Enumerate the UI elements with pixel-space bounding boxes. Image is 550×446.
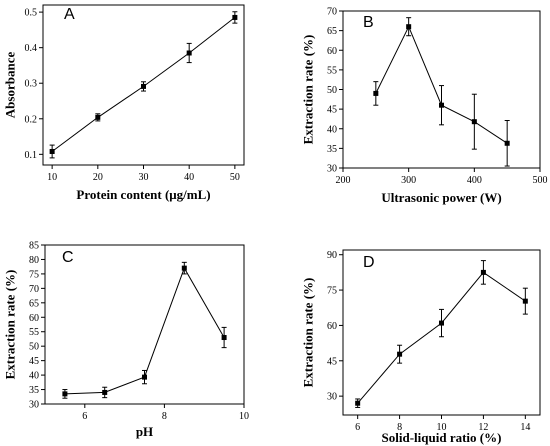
panel-d-data-point	[355, 400, 361, 406]
panel-c-x-tick-label: 6	[82, 411, 87, 422]
panel-a-data-point	[49, 148, 55, 154]
panel-c-x-axis-title: pH	[136, 424, 153, 439]
panel-a-x-tick-label: 40	[184, 172, 194, 183]
panel-d-x-tick-label: 14	[520, 422, 530, 433]
panel-b-y-tick-label: 65	[327, 26, 337, 37]
panel-c-data-point	[142, 374, 147, 380]
panel-a-y-axis-title: Absorbance	[3, 52, 18, 119]
panel-b-y-tick-label: 40	[327, 124, 337, 135]
panel-c-y-tick-label: 60	[29, 313, 39, 324]
panel-c-y-tick-label: 65	[29, 298, 39, 309]
panel-c-y-tick-label: 85	[29, 241, 39, 252]
panel-d-data-point	[522, 298, 528, 304]
panel-c-data-point	[181, 265, 187, 271]
panel-b-x-tick-label: 300	[401, 175, 416, 186]
panel-a-data-point	[141, 83, 146, 89]
panel-b-x-tick-label: 200	[336, 175, 351, 186]
panel-a-x-axis-title: Protein content (μg/mL)	[76, 187, 210, 202]
panel-a-x-tick-label: 30	[139, 172, 149, 183]
panel-d-x-tick-label: 8	[397, 422, 402, 433]
panel-d-y-tick-label: 30	[327, 392, 337, 403]
panel-a-y-tick-label: 0.1	[25, 150, 38, 161]
panel-c-y-tick-label: 70	[29, 284, 39, 295]
panel-c-letter: C	[62, 249, 74, 266]
panel-b-y-tick-label: 55	[327, 65, 337, 76]
panel-d-data-point	[439, 320, 444, 326]
panel-c-y-tick-label: 75	[29, 269, 39, 280]
panel-c-data-point	[102, 389, 108, 395]
panel-a-y-tick-label: 0.3	[25, 79, 38, 90]
panel-b-letter: B	[363, 14, 374, 31]
panel-c: 6 8 10 30 35 40 45 50 55 60 65 70 75 80 85 pH Extraction…	[3, 241, 249, 440]
panel-a-y-tick-label: 0.2	[25, 114, 38, 125]
panel-b-data-point	[406, 24, 412, 30]
panel-b-x-tick-label: 400	[467, 175, 482, 186]
panel-d-y-tick-label: 75	[327, 286, 337, 297]
panel-b-data-point	[504, 140, 510, 146]
panel-b-y-tick-label: 45	[327, 105, 337, 116]
panel-b-y-tick-label: 30	[327, 164, 337, 175]
panel-a-x-tick-label: 50	[230, 172, 240, 183]
panel-a-data-point	[95, 114, 101, 120]
panel-b-y-tick-label: 70	[327, 7, 337, 18]
panel-b-y-axis-title: Extraction rate (%)	[301, 35, 316, 145]
panel-a-x-tick-label: 20	[93, 172, 103, 183]
panel-c-data-point	[62, 391, 68, 397]
panel-d-data-point	[480, 269, 486, 275]
panel-a-x-tick-label: 10	[47, 172, 57, 183]
panel-d-letter: D	[363, 254, 375, 271]
panel-c-data-point	[221, 335, 227, 341]
panel-c-y-axis-title: Extraction rate (%)	[3, 270, 18, 380]
panel-b-y-tick-label: 60	[327, 46, 337, 57]
panel-b-y-tick-label: 35	[327, 144, 337, 155]
panel-b-data-point	[373, 90, 379, 96]
panel-b-y-tick-label: 50	[327, 85, 337, 96]
panel-c-y-tick-label: 45	[29, 356, 39, 367]
panel-c-y-tick-label: 55	[29, 327, 39, 338]
panel-d-series-line	[357, 271, 526, 404]
panel-b-data-point	[471, 119, 477, 125]
panel-b-x-tick-label: 500	[533, 175, 548, 186]
panel-a: 10 20 30 40 50 0.1 0.2 0.3 0.4 0.5 Protein content…	[3, 4, 245, 202]
panel-d-data-point	[397, 351, 403, 357]
panel-a-data-point	[232, 14, 238, 20]
panel-a-letter: A	[64, 6, 75, 23]
panel-b-series-line	[375, 25, 508, 144]
panel-b-x-axis-title: Ultrasonic power (W)	[381, 190, 501, 205]
panel-c-y-tick-label: 30	[29, 400, 39, 411]
panel-a-data-point	[186, 50, 192, 56]
panel-d-x-axis-title: Solid-liquid ratio (%)	[382, 430, 502, 445]
panel-c-y-tick-label: 35	[29, 385, 39, 396]
panel-d-y-tick-label: 60	[327, 321, 337, 332]
panel-d-y-axis-title: Extraction rate (%)	[301, 278, 316, 388]
panel-d-y-tick-label: 45	[327, 356, 337, 367]
panel-d-x-tick-label: 12	[478, 422, 488, 433]
panel-c-x-tick-label: 8	[162, 411, 167, 422]
panel-d-y-tick-label: 90	[327, 250, 337, 261]
panel-a-y-tick-label: 0.5	[25, 8, 38, 19]
panel-c-x-tick-label: 10	[239, 411, 249, 422]
panel-c-plot-frame	[44, 244, 245, 405]
panel-c-y-tick-label: 50	[29, 342, 39, 353]
panel-d-x-tick-label: 10	[437, 422, 447, 433]
panel-c-y-tick-label: 40	[29, 371, 39, 382]
panel-b-data-point	[439, 102, 444, 108]
panel-d-x-tick-label: 6	[355, 422, 360, 433]
panel-d: 6 8 10 12 14 30 45 60 75 90 Solid-liquid ratio (%)…	[301, 249, 541, 445]
panel-a-y-tick-label: 0.4	[25, 43, 38, 54]
panel-c-y-tick-label: 80	[29, 255, 39, 266]
panel-b: 200 300 400 500 30 35 40 45 50 55 60 65 70 Ultrasonic…	[301, 7, 548, 206]
